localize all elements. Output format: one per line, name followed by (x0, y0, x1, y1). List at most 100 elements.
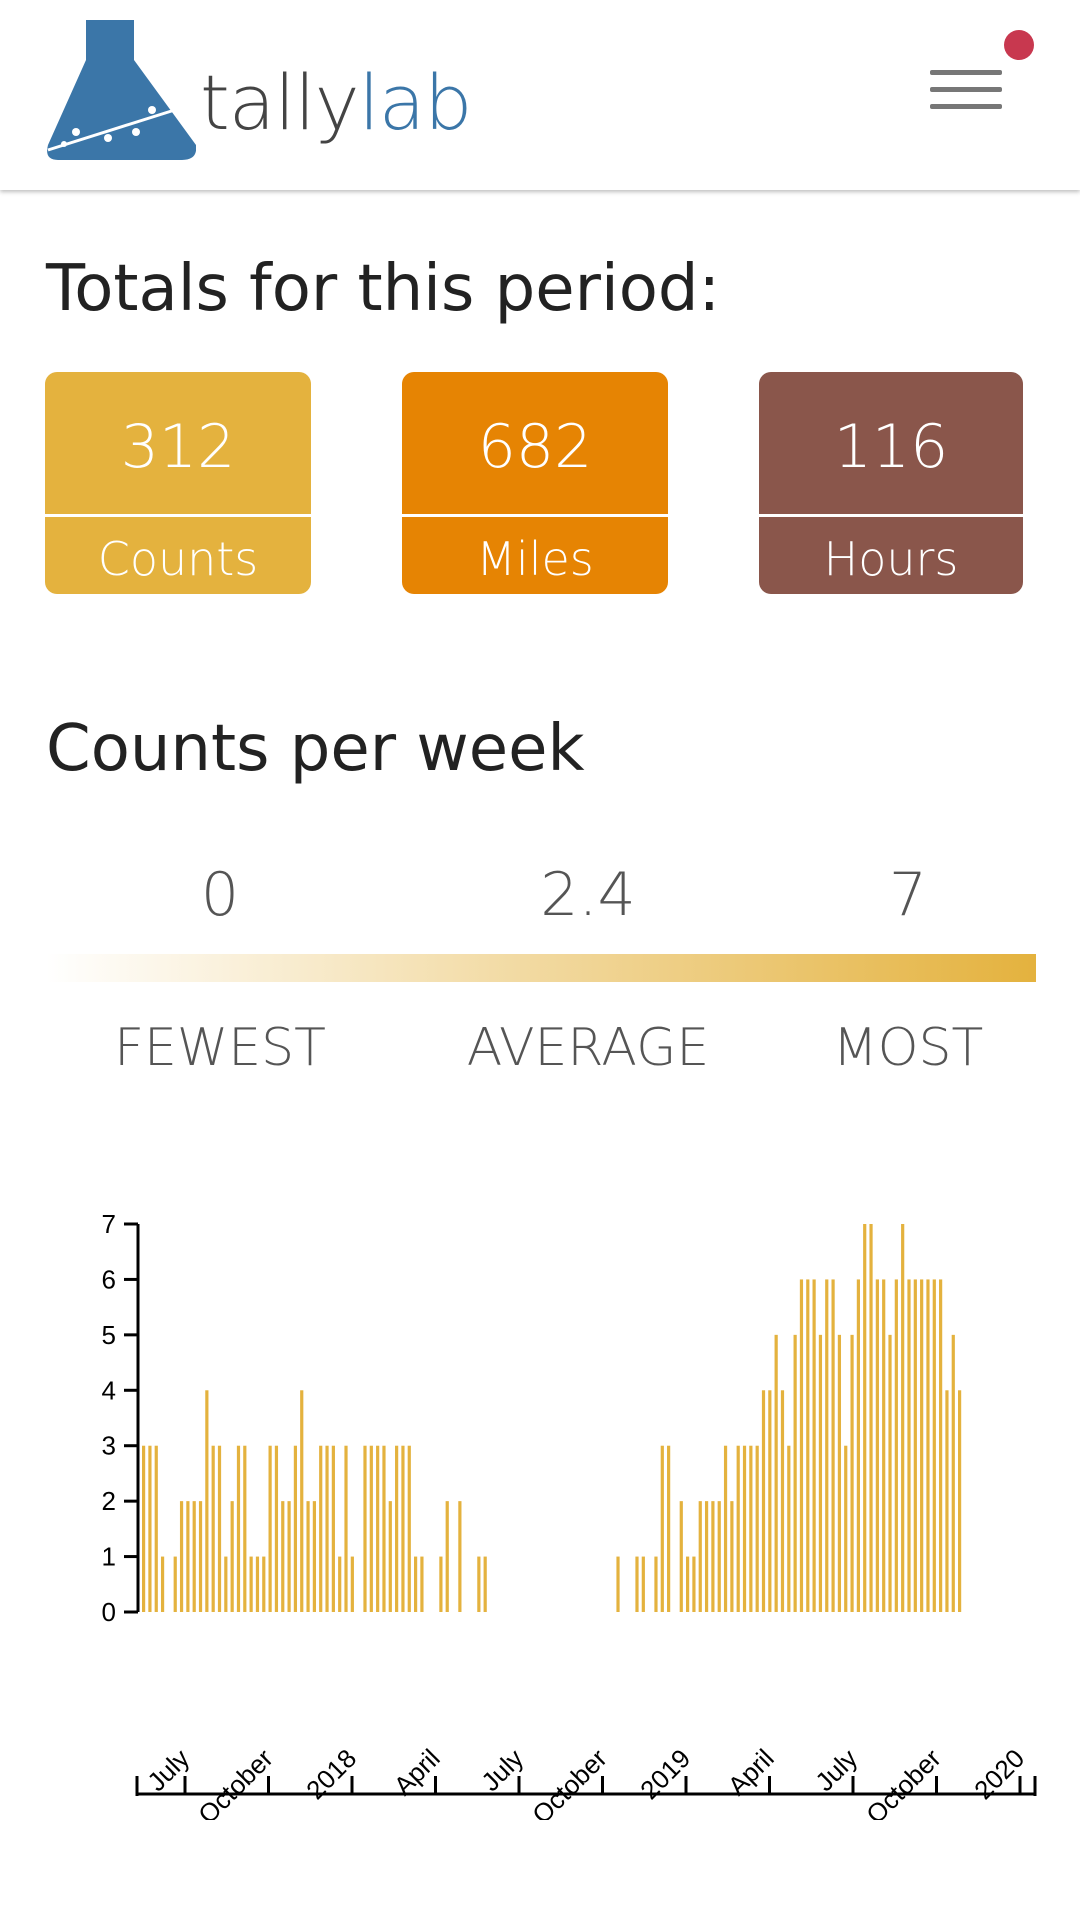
bar (768, 1390, 772, 1612)
bar (844, 1445, 848, 1612)
bar (217, 1445, 222, 1612)
bar (869, 1224, 873, 1612)
scale-min-label: FEWEST (114, 1018, 326, 1078)
bar (818, 1334, 823, 1612)
bar (255, 1556, 260, 1612)
bar (932, 1279, 936, 1612)
tile-value: 312 (120, 412, 236, 482)
tile-value: 116 (833, 412, 949, 482)
y-tick-label: 3 (102, 1431, 116, 1461)
bar (939, 1279, 943, 1612)
bar (793, 1334, 797, 1612)
bar (875, 1279, 879, 1612)
bar (243, 1445, 247, 1612)
bar (287, 1501, 291, 1612)
x-tick-label: 2020 (968, 1743, 1030, 1805)
bar (262, 1556, 266, 1612)
bar (749, 1445, 753, 1612)
x-tick-label: July (141, 1743, 195, 1797)
scale-gradient-bar (46, 954, 1036, 982)
bar (173, 1556, 177, 1612)
brand-part-1: tally (200, 58, 360, 147)
y-tick-label: 5 (102, 1320, 116, 1350)
bar (236, 1445, 241, 1612)
bar (325, 1445, 329, 1612)
bar (837, 1334, 842, 1612)
x-tick-label: July (809, 1743, 863, 1797)
bar (692, 1556, 696, 1612)
weekly-bar-chart: 0 1 2 3 4 5 6 7 (102, 1209, 962, 1627)
app-brand[interactable]: tallylab (200, 58, 473, 147)
bar (907, 1279, 911, 1612)
y-tick-label: 6 (102, 1264, 116, 1294)
bar (667, 1445, 671, 1612)
bar (780, 1390, 785, 1612)
bar (306, 1501, 310, 1612)
scale-avg-label: AVERAGE (466, 1018, 710, 1078)
bar (806, 1279, 810, 1612)
bar (388, 1501, 392, 1612)
bar (211, 1445, 215, 1612)
weekly-title: Counts per week (46, 712, 585, 786)
bar (698, 1501, 702, 1612)
bar (205, 1390, 209, 1612)
hours-tile[interactable]: 116 Hours (759, 372, 1023, 594)
bar (300, 1390, 304, 1612)
bar (160, 1556, 165, 1612)
bar (363, 1445, 367, 1612)
bar (863, 1224, 867, 1612)
bar (736, 1445, 740, 1612)
y-tick-label: 7 (102, 1209, 116, 1239)
miles-tile[interactable]: 682 Miles (402, 372, 668, 594)
bar (723, 1445, 728, 1612)
tile-value: 682 (477, 412, 593, 482)
notification-dot (1004, 30, 1034, 60)
y-tick-label: 1 (102, 1542, 116, 1572)
bar (249, 1556, 253, 1612)
bar (679, 1501, 683, 1612)
bar (293, 1445, 298, 1612)
tile-label: Counts (97, 532, 259, 586)
bar (148, 1445, 152, 1612)
app-header: tallylab (0, 0, 1080, 190)
bar (635, 1556, 639, 1612)
x-tick-label: October (526, 1743, 613, 1820)
bar (825, 1279, 829, 1612)
x-tick-label: July (475, 1743, 529, 1797)
x-tick-label: October (860, 1743, 947, 1820)
x-tick-label: April (388, 1743, 446, 1801)
bar (338, 1556, 342, 1612)
bar (319, 1445, 323, 1612)
bar (888, 1334, 892, 1612)
bar (350, 1556, 354, 1612)
bar (761, 1390, 766, 1612)
x-tick-label: 2019 (634, 1743, 696, 1805)
bar (407, 1445, 411, 1612)
scale-max-value: 7 (888, 860, 928, 930)
bar (926, 1279, 930, 1612)
hamburger-line (930, 87, 1002, 92)
bar (483, 1556, 487, 1612)
bar (717, 1501, 721, 1612)
bar (401, 1445, 405, 1612)
bar (686, 1556, 690, 1612)
bar (901, 1224, 905, 1612)
bar (616, 1556, 620, 1612)
bar (856, 1279, 860, 1612)
scale-avg-value: 2.4 (540, 860, 636, 930)
y-tick-label: 4 (102, 1375, 116, 1405)
hamburger-line (930, 104, 1002, 109)
hamburger-menu-button[interactable] (930, 70, 1002, 120)
flask-logo-icon[interactable] (46, 20, 196, 160)
bar (458, 1501, 462, 1612)
brand-part-2: lab (358, 58, 473, 147)
bar (850, 1334, 854, 1612)
totals-title: Totals for this period: (46, 252, 721, 326)
bar (198, 1501, 203, 1612)
bar (395, 1445, 399, 1612)
x-tick-label: 2018 (300, 1743, 362, 1805)
bar (812, 1279, 816, 1612)
counts-tile[interactable]: 312 Counts (45, 372, 311, 594)
bar (755, 1445, 759, 1612)
bar (142, 1445, 146, 1612)
